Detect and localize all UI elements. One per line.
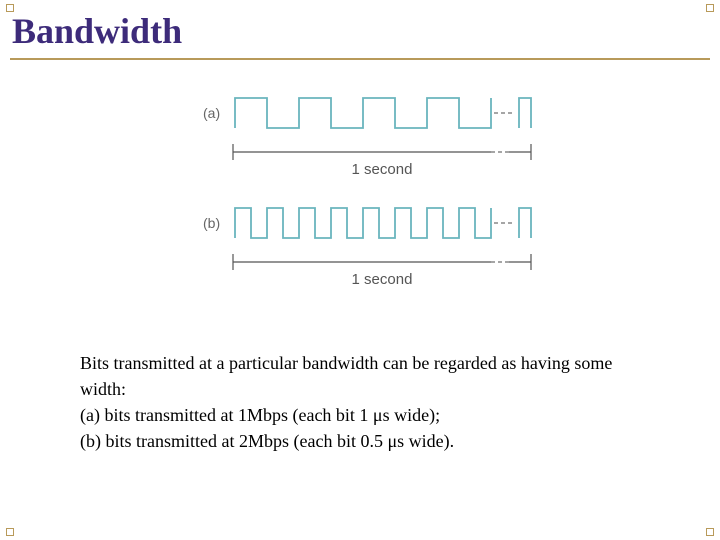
caption-line-1: Bits transmitted at a particular bandwid… [80,350,640,402]
slide-frame: Bandwidth (a) 1 second (b) 1 second Bits tr… [10,6,710,534]
bandwidth-diagram: (a) 1 second (b) 1 second [155,80,565,320]
caption-line-3: (b) bits transmitted at 2Mbps (each bit … [80,428,640,454]
svg-text:1 second: 1 second [352,271,413,288]
title-underline [10,58,710,60]
caption-line-2: (a) bits transmitted at 1Mbps (each bit … [80,402,640,428]
slide-title: Bandwidth [10,10,710,52]
svg-text:(a): (a) [203,105,220,121]
svg-text:(b): (b) [203,215,220,231]
diagram-area: (a) 1 second (b) 1 second [10,80,710,320]
svg-text:1 second: 1 second [352,161,413,178]
caption: Bits transmitted at a particular bandwid… [80,350,640,454]
